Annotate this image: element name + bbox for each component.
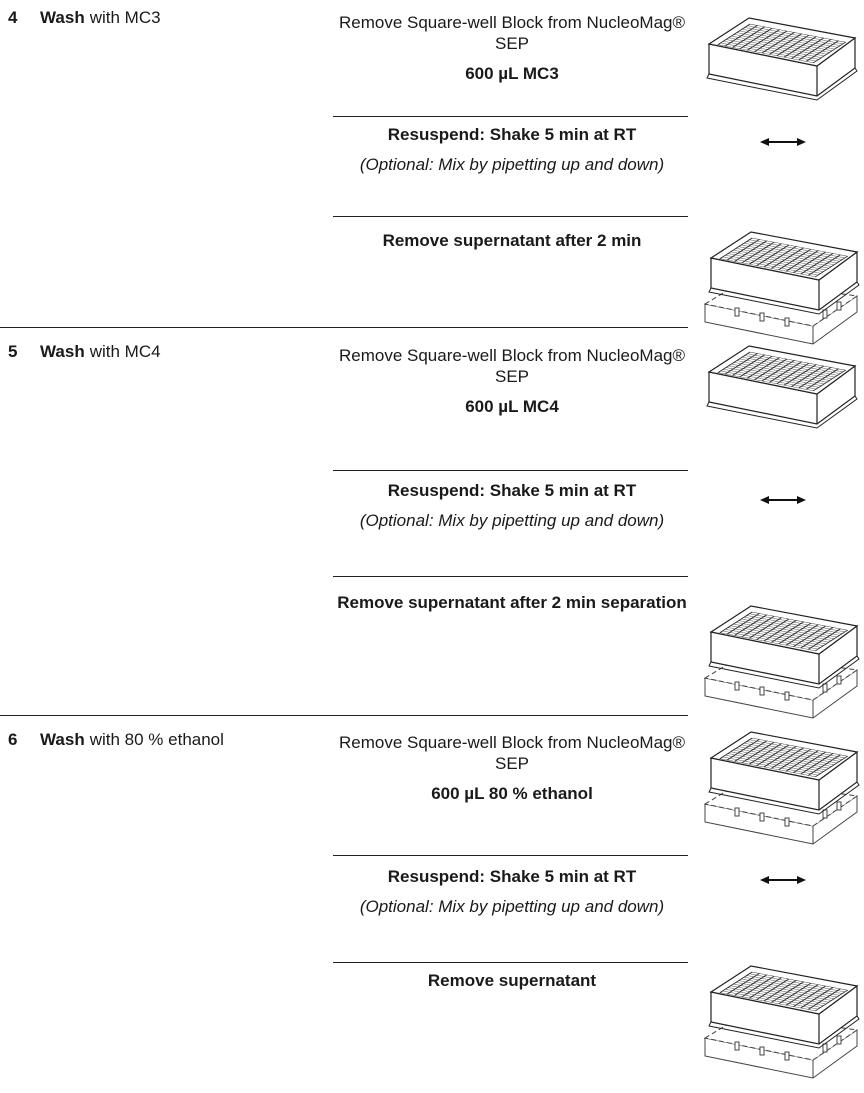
shake-arrow bbox=[759, 137, 807, 147]
action-block: Resuspend: Shake 5 min at RT (Optional: M… bbox=[336, 480, 688, 540]
action-block: Remove supernatant after 2 min bbox=[336, 230, 688, 260]
action-line: Remove Square-well Block from NucleoMag®… bbox=[338, 733, 686, 773]
action-line: 600 µL MC3 bbox=[465, 64, 559, 83]
step-number: 4 bbox=[8, 8, 18, 27]
action-block: Remove Square-well Block from NucleoMag®… bbox=[336, 345, 688, 426]
action-block: Resuspend: Shake 5 min at RT (Optional: M… bbox=[336, 124, 688, 184]
step-title: Wash with MC3 bbox=[40, 8, 161, 28]
action-separator bbox=[333, 116, 688, 117]
action-line: Remove supernatant bbox=[427, 971, 597, 990]
action-block: Remove Square-well Block from NucleoMag®… bbox=[336, 12, 688, 93]
step-separator bbox=[0, 327, 688, 328]
action-line: (Optional: Mix by pipetting up and down) bbox=[359, 511, 665, 530]
action-line: 600 µL MC4 bbox=[465, 397, 559, 416]
step-title-rest: with MC4 bbox=[89, 342, 161, 361]
step-title: Wash with 80 % ethanol bbox=[40, 730, 224, 750]
action-separator bbox=[333, 855, 688, 856]
magnet-plate-icon bbox=[705, 604, 860, 719]
step-number: 5 bbox=[8, 342, 18, 361]
magnet-plate-icon bbox=[705, 964, 860, 1079]
step-title-bold: Wash bbox=[40, 8, 85, 27]
step-number: 6 bbox=[8, 730, 18, 749]
shake-arrow bbox=[759, 495, 807, 505]
action-line: 600 µL 80 % ethanol bbox=[431, 784, 593, 803]
step-title: Wash with MC4 bbox=[40, 342, 161, 362]
action-line: Remove Square-well Block from NucleoMag®… bbox=[338, 346, 686, 386]
action-block: Resuspend: Shake 5 min at RT (Optional: M… bbox=[336, 866, 688, 926]
action-separator bbox=[333, 470, 688, 471]
action-line: Remove supernatant after 2 min separatio… bbox=[337, 593, 687, 612]
action-line: (Optional: Mix by pipetting up and down) bbox=[359, 155, 665, 174]
action-line: Remove supernatant after 2 min bbox=[382, 231, 642, 250]
action-line: Remove Square-well Block from NucleoMag®… bbox=[338, 13, 686, 53]
action-block: Remove Square-well Block from NucleoMag®… bbox=[336, 732, 688, 813]
action-separator bbox=[333, 962, 688, 963]
action-line: Resuspend: Shake 5 min at RT bbox=[387, 481, 637, 500]
action-line: Resuspend: Shake 5 min at RT bbox=[387, 125, 637, 144]
magnet-plate-icon bbox=[705, 730, 860, 845]
step-title-bold: Wash bbox=[40, 342, 85, 361]
magnet-plate-icon bbox=[705, 230, 860, 345]
action-line: (Optional: Mix by pipetting up and down) bbox=[359, 897, 665, 916]
action-block: Remove supernatant after 2 min separatio… bbox=[336, 592, 688, 622]
action-separator bbox=[333, 216, 688, 217]
step-title-rest: with 80 % ethanol bbox=[89, 730, 224, 749]
action-separator bbox=[333, 576, 688, 577]
action-line: Resuspend: Shake 5 min at RT bbox=[387, 867, 637, 886]
step-title-bold: Wash bbox=[40, 730, 85, 749]
step-separator bbox=[0, 715, 688, 716]
step-title-rest: with MC3 bbox=[89, 8, 161, 27]
shake-arrow bbox=[759, 875, 807, 885]
action-block: Remove supernatant bbox=[336, 970, 688, 1000]
plate-icon bbox=[706, 345, 858, 429]
plate-icon bbox=[706, 17, 858, 101]
